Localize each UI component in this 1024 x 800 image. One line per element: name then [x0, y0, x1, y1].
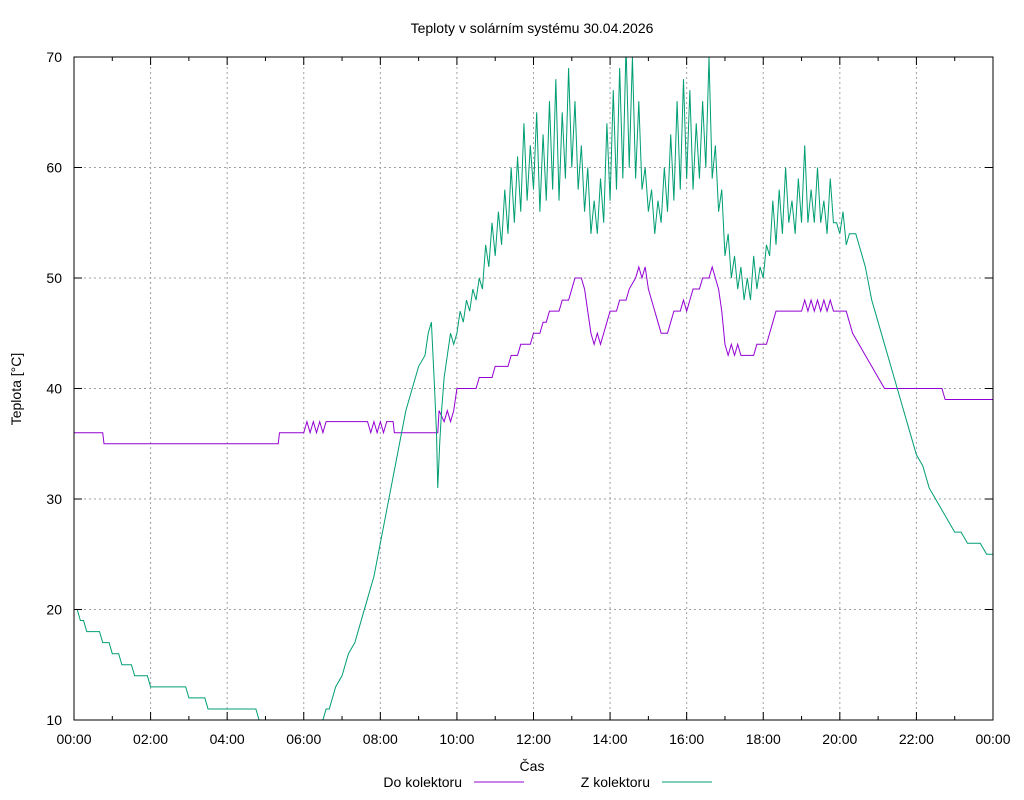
x-tick-label: 12:00	[516, 731, 551, 747]
legend: Do kolektoru Z kolektoru	[383, 774, 712, 790]
y-tick-label: 70	[46, 49, 62, 65]
y-tick-label: 20	[46, 602, 62, 618]
y-tick-label: 50	[46, 270, 62, 286]
legend-label: Z kolektoru	[581, 774, 650, 790]
x-tick-label: 00:00	[975, 731, 1010, 747]
x-tick-label: 18:00	[746, 731, 781, 747]
series-line-0	[74, 265, 993, 445]
x-tick-label: 16:00	[669, 731, 704, 747]
y-tick-label: 10	[46, 712, 62, 728]
x-tick-label: 10:00	[439, 731, 474, 747]
x-axis: 00:00 02:00 04:00 06:00 08:00 10:00 12:00 14:00…	[56, 57, 1011, 747]
x-tick-label: 02:00	[133, 731, 168, 747]
series-layer	[74, 57, 993, 720]
y-tick-label: 40	[46, 381, 62, 397]
y-tick-label: 60	[46, 160, 62, 176]
series-line-1	[74, 57, 993, 720]
legend-label: Do kolektoru	[383, 774, 462, 790]
x-tick-label: 00:00	[56, 731, 91, 747]
grid	[74, 57, 993, 720]
x-tick-label: 04:00	[210, 731, 245, 747]
x-tick-label: 14:00	[593, 731, 628, 747]
x-tick-label: 22:00	[899, 731, 934, 747]
x-tick-label: 06:00	[286, 731, 321, 747]
x-tick-label: 20:00	[822, 731, 857, 747]
y-axis: 10 20 30 40 50 60 70	[46, 49, 993, 728]
y-axis-label: Teplota [°C]	[8, 353, 24, 426]
x-tick-label: 08:00	[363, 731, 398, 747]
chart-title: Teploty v solárním systému 30.04.2026	[411, 20, 654, 36]
x-axis-label: Čas	[520, 758, 545, 774]
y-tick-label: 30	[46, 491, 62, 507]
